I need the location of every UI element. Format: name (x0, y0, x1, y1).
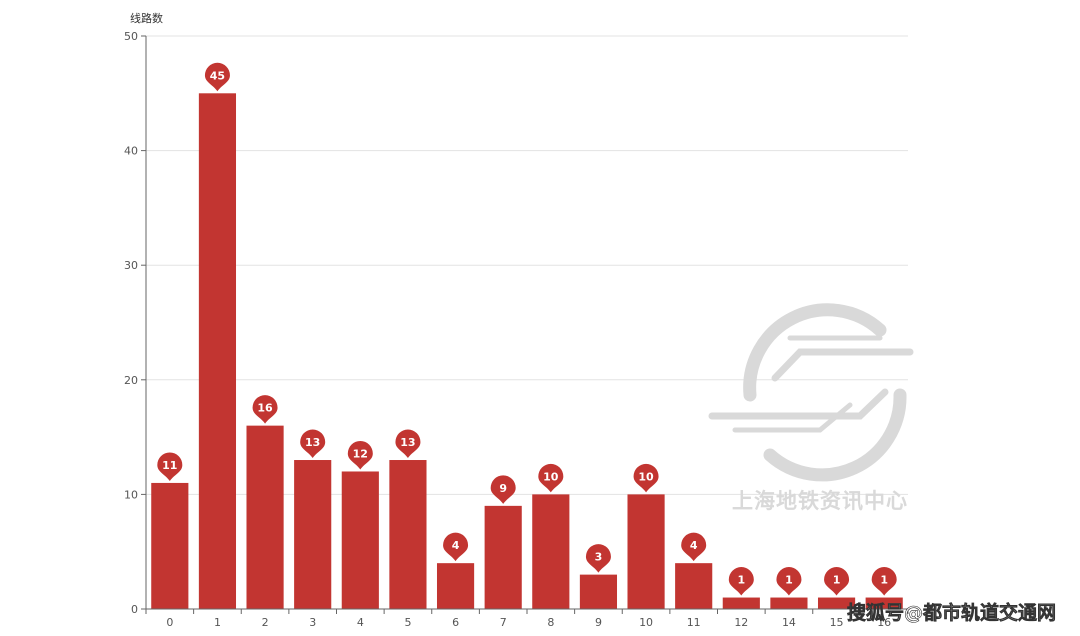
y-tick-label: 40 (124, 145, 138, 158)
pin-marker (252, 395, 278, 424)
x-tick-label: 2 (262, 616, 269, 629)
pin-marker (490, 475, 516, 504)
bar (675, 563, 713, 609)
x-tick-label: 14 (782, 616, 796, 629)
pin-marker (204, 62, 230, 92)
data-label: 1 (880, 574, 888, 587)
x-tick-label: 4 (357, 616, 364, 629)
pin-marker (157, 452, 183, 481)
bar (722, 597, 760, 609)
pin-marker (538, 463, 564, 493)
y-axis-title: 线路数 (130, 11, 163, 25)
bar (198, 93, 237, 610)
bar (436, 563, 475, 609)
data-label: 13 (400, 436, 415, 449)
bar (865, 597, 903, 609)
data-label: 10 (638, 470, 654, 483)
x-tick-label: 6 (452, 616, 459, 629)
bars (151, 93, 903, 610)
bar (770, 597, 808, 609)
x-tick-label: 9 (595, 616, 602, 629)
grid-lines (146, 35, 908, 495)
bar (389, 460, 427, 609)
pin-marker (776, 567, 802, 596)
data-label: 3 (595, 551, 603, 564)
data-label: 16 (257, 402, 273, 415)
bar (151, 482, 189, 609)
y-tick-label: 0 (131, 603, 138, 616)
bar (341, 471, 379, 609)
pin-marker (633, 463, 659, 493)
data-label: 45 (210, 69, 225, 82)
data-label: 10 (543, 470, 559, 483)
x-tick-label: 3 (309, 616, 316, 629)
data-label: 9 (499, 482, 507, 495)
y-tick-label: 30 (124, 259, 138, 272)
bar (579, 574, 618, 609)
bar (532, 494, 570, 609)
data-label: 1 (737, 574, 745, 587)
watermark-text: 上海地铁资讯中心 (732, 489, 908, 513)
x-tick-label: 15 (830, 616, 844, 629)
x-tick-label: 0 (166, 616, 173, 629)
x-tick-label: 5 (404, 616, 411, 629)
bar (294, 460, 332, 609)
x-tick-label: 8 (547, 616, 554, 629)
pin-marker (300, 429, 326, 459)
pin-marker (871, 567, 897, 596)
watermark: 上海地铁资讯中心 (708, 303, 914, 513)
pin-marker (395, 429, 421, 459)
x-tick-label: 11 (687, 616, 701, 629)
metro-logo-icon (708, 303, 914, 482)
pin-marker (585, 544, 611, 573)
x-tick-label: 16 (877, 616, 891, 629)
data-label: 4 (690, 539, 698, 552)
bar (817, 597, 856, 609)
x-tick-label: 1 (214, 616, 221, 629)
source-credit: 搜狐号@都市轨道交通网 (847, 601, 1056, 624)
pin-marker (347, 440, 373, 470)
data-label: 11 (162, 459, 177, 472)
x-tick-label: 10 (639, 616, 653, 629)
data-label: 1 (785, 574, 793, 587)
x-tick-label: 12 (734, 616, 748, 629)
data-label: 12 (353, 447, 368, 460)
pin-marker (824, 567, 850, 596)
pin-marker (728, 567, 754, 596)
pin-marker (443, 532, 469, 562)
y-tick-label: 50 (124, 30, 138, 43)
data-label: 4 (452, 539, 460, 552)
pin-marker (681, 532, 707, 562)
x-tick-label: 7 (500, 616, 507, 629)
bar (246, 425, 284, 609)
y-tick-label: 10 (124, 488, 138, 501)
data-label: 1 (833, 574, 841, 587)
bar (484, 505, 522, 609)
y-tick-label: 20 (124, 374, 138, 387)
bar (627, 494, 665, 609)
data-label: 13 (305, 436, 320, 449)
